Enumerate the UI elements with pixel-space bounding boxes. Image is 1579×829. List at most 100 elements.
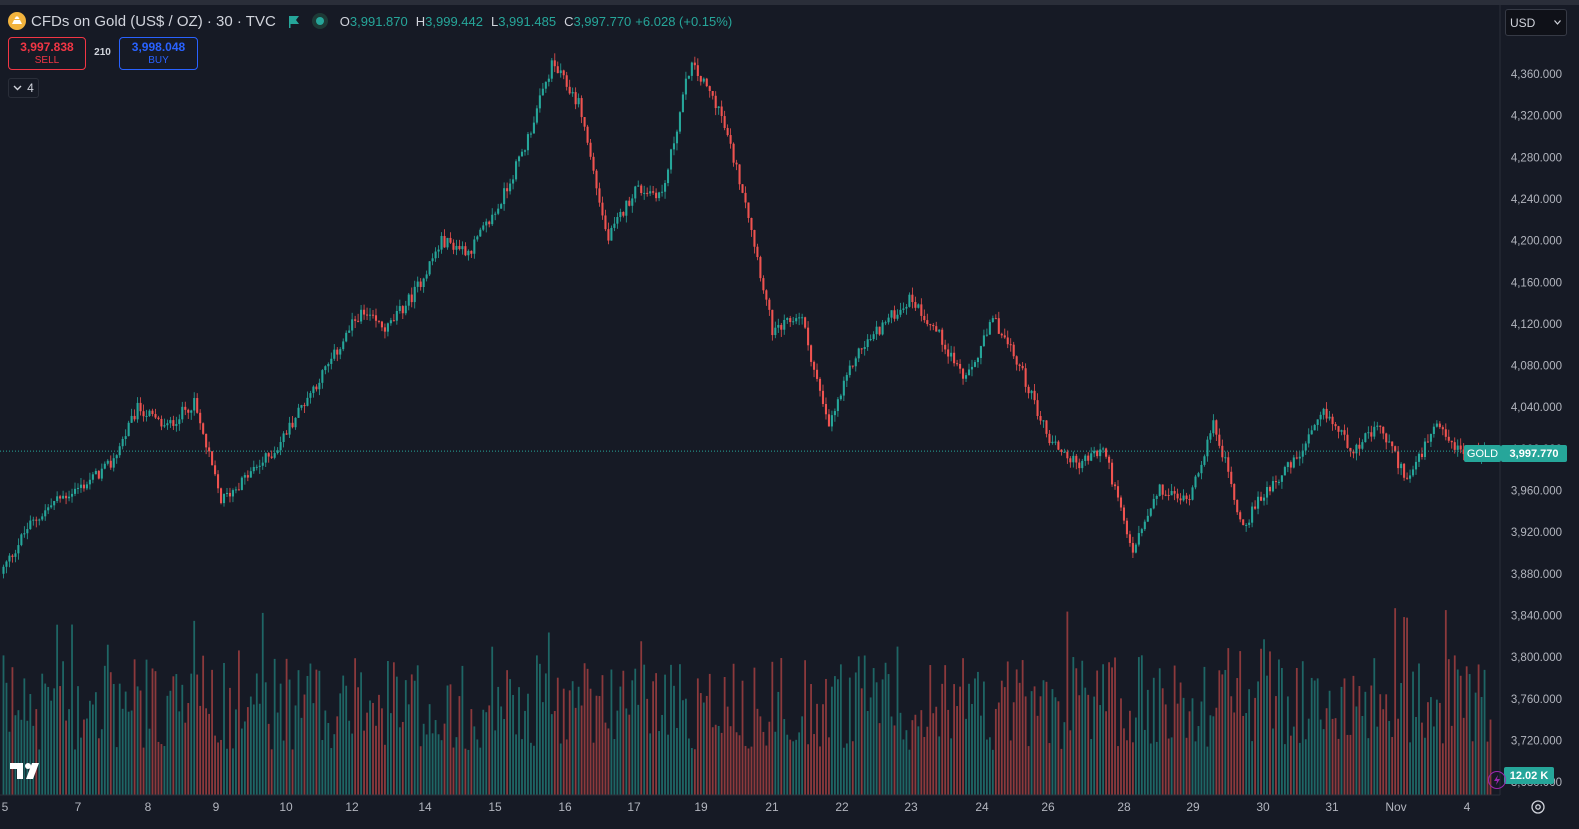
- buy-button[interactable]: 3,998.048 BUY: [119, 37, 198, 70]
- volume-bar: [1278, 659, 1280, 795]
- candle-body: [589, 142, 592, 157]
- market-status-icon[interactable]: [311, 13, 328, 29]
- volume-bar: [410, 674, 413, 795]
- volume-bar: [783, 719, 786, 795]
- volume-bar: [1191, 698, 1194, 795]
- volume-bar: [607, 728, 610, 795]
- volume-bar: [1230, 696, 1233, 795]
- last-price-tag: 3,997.770: [1501, 445, 1567, 462]
- time-axis[interactable]: 5 7 8 9 10 12 14 15 16 17 19 21 22 23 24 26 28 29 30 31 Nov 4: [2, 800, 1471, 814]
- candle-body: [219, 488, 223, 504]
- volume-bar: [1102, 664, 1105, 795]
- candle-body: [202, 423, 205, 434]
- candle-body: [1161, 484, 1164, 495]
- volume-bar: [1319, 719, 1322, 795]
- volume-bar: [1176, 703, 1179, 795]
- volume-bar: [1215, 707, 1218, 795]
- candle-body: [112, 458, 115, 468]
- candle-body: [595, 170, 598, 189]
- candle-body: [419, 281, 422, 288]
- candle-body: [1155, 495, 1158, 499]
- sell-button[interactable]: 3,997.838 SELL: [8, 37, 86, 70]
- candle-body: [360, 309, 363, 322]
- volume-bar: [959, 686, 961, 795]
- currency-select[interactable]: USD: [1505, 9, 1567, 36]
- candle-body: [1406, 477, 1409, 479]
- candle-body: [1113, 484, 1117, 487]
- candle-body: [1337, 426, 1340, 432]
- candle-body: [872, 334, 875, 340]
- volume-bar: [1474, 692, 1477, 795]
- volume-bar: [1209, 715, 1212, 795]
- volume-bar: [1045, 681, 1048, 795]
- candle-body: [1245, 524, 1248, 526]
- volume-bar: [622, 670, 625, 795]
- volume-bar: [103, 665, 106, 795]
- volume-bar: [1295, 667, 1298, 795]
- ohlc-values: O3,991.870 H3,999.442 L3,991.485 C3,997.…: [336, 14, 732, 29]
- volume-bar: [744, 745, 747, 795]
- candle-body: [932, 324, 935, 327]
- volume-bar: [988, 737, 991, 795]
- candle-body: [944, 344, 947, 350]
- candle-body: [100, 468, 103, 479]
- candle-body: [1289, 462, 1292, 468]
- candle-body: [675, 131, 679, 144]
- price-axis[interactable]: 4,360.000 4,320.000 4,280.000 4,240.000 4,20…: [1511, 69, 1562, 789]
- volume-bar: [273, 658, 276, 795]
- candle-body: [246, 475, 249, 478]
- candle-body: [1376, 425, 1379, 427]
- volume-bar: [467, 749, 470, 795]
- candle-body: [866, 339, 869, 348]
- candle-body: [753, 230, 756, 247]
- volume-bar: [8, 731, 11, 795]
- volume-bar: [428, 704, 431, 795]
- volume-bar: [14, 715, 17, 795]
- candle-body: [887, 317, 890, 323]
- volume-bar: [1421, 722, 1423, 795]
- volume-bar: [1468, 674, 1471, 795]
- candle-body: [717, 106, 720, 109]
- flag-icon[interactable]: [288, 15, 300, 28]
- candle-body: [1179, 498, 1182, 501]
- candle-body: [801, 317, 804, 319]
- indicators-toggle-button[interactable]: 4: [8, 78, 39, 98]
- volume-bar: [44, 683, 47, 795]
- volume-bar: [500, 706, 503, 795]
- volume-bar: [735, 732, 738, 795]
- volume-bar: [381, 708, 383, 795]
- candle-body: [973, 362, 977, 367]
- candle-body: [160, 418, 163, 427]
- candle-body: [1265, 487, 1269, 498]
- candle-body: [1182, 495, 1185, 501]
- candle-body: [553, 60, 556, 67]
- candle-body: [1012, 344, 1015, 357]
- symbol-title[interactable]: CFDs on Gold (US$ / OZ) · 30 · TVC: [31, 12, 276, 30]
- volume-bar: [938, 736, 941, 795]
- candle-body: [187, 409, 190, 413]
- candle-body: [130, 415, 133, 423]
- price-tick-label: 3,920.000: [1511, 527, 1562, 539]
- candle-body: [714, 95, 717, 109]
- volume-bar: [717, 725, 720, 795]
- candle-body: [845, 375, 848, 381]
- candle-body: [544, 81, 547, 89]
- volume-bar: [530, 742, 532, 795]
- settings-icon[interactable]: [1529, 798, 1547, 816]
- volume-bar: [169, 690, 172, 795]
- symbol-legend[interactable]: CFDs on Gold (US$ / OZ) · 30 · TVC O3,99…: [8, 11, 732, 31]
- candle-body: [228, 492, 232, 497]
- candle-body: [1000, 333, 1003, 336]
- candle-body: [1268, 487, 1272, 492]
- volume-bar: [1254, 697, 1256, 795]
- candle-body: [938, 329, 941, 332]
- candle-body: [118, 446, 121, 456]
- tradingview-logo[interactable]: [10, 762, 43, 780]
- candle-body: [947, 349, 950, 357]
- candle-body: [342, 341, 345, 350]
- candle-body: [14, 553, 17, 557]
- bolt-icon[interactable]: [1488, 771, 1506, 789]
- volume-bar: [777, 691, 780, 795]
- candle-body: [792, 321, 795, 323]
